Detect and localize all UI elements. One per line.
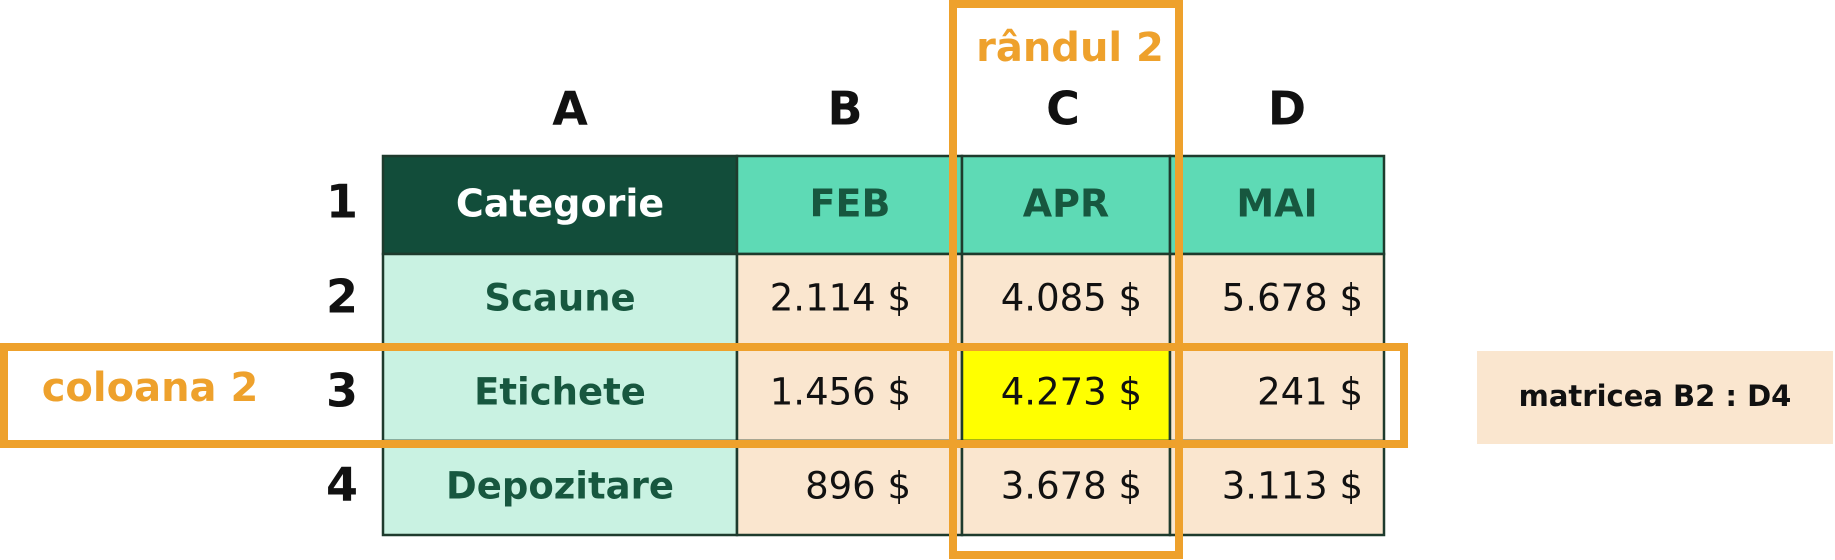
value-text: 241 $ [1257, 371, 1363, 414]
column-letter: B [827, 82, 862, 136]
header-cell [1168, 154, 1386, 256]
header-cell [735, 154, 964, 256]
value-text: 3.678 $ [1001, 465, 1142, 508]
header-text: Categorie [456, 182, 664, 226]
row-number: 4 [326, 458, 358, 512]
column-box [0, 343, 1408, 448]
value-cell [1168, 439, 1386, 537]
row-number: 3 [326, 364, 358, 418]
row-number: 2 [326, 270, 358, 324]
value-text: 5.678 $ [1222, 277, 1363, 320]
column-letter: A [552, 82, 588, 136]
value-text: 896 $ [805, 465, 911, 508]
range-box [1477, 351, 1833, 444]
column-letter: D [1268, 82, 1306, 136]
value-cell [1168, 252, 1386, 349]
header-text: APR [1023, 182, 1110, 226]
row-number: 1 [326, 175, 358, 229]
value-cell [735, 252, 964, 349]
value-text: 3.113 $ [1222, 465, 1363, 508]
header-cell [960, 154, 1172, 256]
category-cell [381, 345, 739, 443]
header-cell [381, 154, 739, 256]
value-text: 4.085 $ [1001, 277, 1142, 320]
category-text: Scaune [484, 277, 635, 320]
row-box [949, 0, 1183, 559]
row-box-label: rândul 2 [976, 25, 1164, 71]
column-letter: C [1046, 82, 1080, 136]
header-text: FEB [810, 182, 891, 226]
highlight-cell [960, 345, 1172, 443]
range-label: matricea B2 : D4 [1519, 379, 1792, 413]
value-text: 1.456 $ [770, 371, 911, 414]
value-text: 2.114 $ [770, 277, 911, 320]
category-text: Depozitare [446, 465, 674, 508]
category-cell [381, 439, 739, 537]
header-text: MAI [1236, 182, 1317, 226]
category-text: Etichete [474, 371, 646, 414]
value-text: 4.273 $ [1001, 371, 1142, 414]
column-box-label: coloana 2 [42, 365, 259, 411]
